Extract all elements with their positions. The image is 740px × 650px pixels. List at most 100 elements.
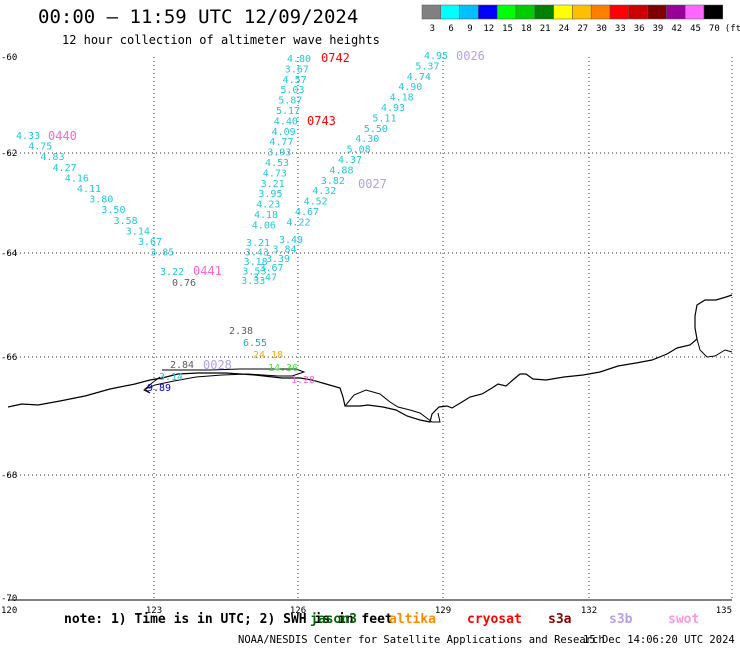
swh-value-label: 24.18 [253,350,283,361]
swh-value-label: 4.73 [263,168,287,179]
footer-timestamp: 15 Dec 14:06:20 UTC 2024 [583,634,735,646]
swh-value-label: 3.82 [321,176,345,187]
swh-value-label: 4.75 [28,142,52,153]
swh-value-label: 4.11 [77,184,101,195]
scale-label: 9 [467,24,472,34]
scale-label: 15 [502,24,513,34]
swh-value-label: 4.88 [329,165,353,176]
note-text: note: 1) Time is in UTC; 2) SWH is in fe… [64,612,393,627]
swh-value-label: 3.14 [159,372,183,383]
swh-value-label: 9.89 [147,383,171,394]
swh-value-label: 4.18 [254,210,278,221]
scale-label: 12 [483,24,494,34]
swh-value-label: 5.11 [372,113,396,124]
satellite-legend-item: cryosat [467,612,522,627]
scale-label: 39 [653,24,664,34]
lon-tick-label: 129 [435,606,451,616]
swh-value-label: 3.22 [160,267,184,278]
pass-id-label: 0026 [456,49,485,63]
ice-shelf-bay [143,368,306,394]
map-title: 00:00 – 11:59 UTC 12/09/2024 [38,6,359,28]
pass-id-label: 0440 [48,129,77,143]
pass-id-label: 0441 [193,264,222,278]
swh-value-label: 4.40 [274,116,298,127]
swh-value-label: 4.52 [304,197,328,208]
swh-value-label: 5.03 [280,85,304,96]
swh-value-label: 2.38 [229,326,253,337]
swh-value-label: 5.08 [347,145,371,156]
swh-value-label: 4.33 [16,131,40,142]
scale-label: 42 [671,24,682,34]
pass-id-label: 0743 [307,114,336,128]
swh-value-label: 3.58 [114,216,138,227]
swh-value-label: 3.50 [101,205,125,216]
swh-value-label: 5.17 [276,106,300,117]
swh-value-label: 3.95 [258,189,282,200]
scale-label: 33 [615,24,626,34]
scale-label: 6 [448,24,453,34]
swh-value-label: 1.28 [291,375,315,386]
swh-value-label: 4.74 [407,72,431,83]
swh-value-label: 4.16 [65,173,89,184]
swh-value-label: 5.37 [415,61,439,72]
swh-value-label: 3.67 [138,237,162,248]
lon-tick-label: 123 [146,606,162,616]
scale-label: 18 [521,24,532,34]
pass-id-label: 0028 [203,358,232,372]
scale-label: 21 [540,24,551,34]
swh-value-label: 4.32 [312,186,336,197]
footer-credit: NOAA/NESDIS Center for Satellite Applica… [238,634,605,646]
swh-value-label: 5.87 [278,96,302,107]
satellite-legend-item: jason3 [310,612,357,627]
lat-tick-label: -70 [1,594,17,604]
swh-value-label: 3.18 [244,257,268,268]
swh-value-label: 3.43 [245,248,269,259]
satellite-legend-item: s3a [548,612,572,627]
lat-tick-label: -64 [1,249,17,259]
swh-value-label: 14.36 [268,363,298,374]
swh-value-label: 3.93 [267,148,291,159]
satellite-legend-item: altika [389,612,436,627]
swh-value-label: 4.77 [269,137,293,148]
swh-value-label: 3.53 [242,267,266,278]
swh-value-label: 4.67 [295,207,319,218]
scale-label: 3 [430,24,435,34]
scale-label: 45 [690,24,701,34]
coastline-inlet [344,389,441,423]
swh-value-label: 4.18 [390,93,414,104]
scale-label: 70 [709,24,720,34]
swh-value-label: 4.23 [256,200,280,211]
satellite-legend-item: s3b [609,612,633,627]
satellite-legend-item: swot [668,612,700,627]
swh-value-label: 3.67 [260,263,284,274]
lat-tick-label: -62 [1,149,17,159]
swh-value-label: 5.50 [364,124,388,135]
scale-label: 36 [634,24,645,34]
swh-value-label: 4.27 [53,163,77,174]
swh-value-label: 3.33 [241,276,265,287]
map-subtitle: 12 hour collection of altimeter wave hei… [62,33,380,47]
swh-value-label: 3.21 [246,238,270,249]
swh-value-label: 3.39 [266,254,290,265]
scale-label: 30 [596,24,607,34]
swh-value-label: 3.49 [279,235,303,246]
swh-value-label: 4.30 [355,134,379,145]
swh-value-label: 4.95 [424,51,448,62]
pass-id-label: 0742 [321,51,350,65]
swh-value-label: 3.67 [285,64,309,75]
swh-value-label: 3.47 [253,273,277,284]
lat-tick-label: -60 [1,53,17,63]
coastline-east-notch [696,338,733,358]
swh-value-label: 3.14 [126,226,150,237]
swh-value-label: 3.84 [273,244,297,255]
scale-label: 27 [577,24,588,34]
swh-value-label: 2.84 [170,360,194,371]
swh-value-label: 6.55 [243,338,267,349]
swh-value-label: 0.76 [172,278,196,289]
swh-value-label: 4.80 [287,54,311,65]
swh-value-label: 4.37 [338,155,362,166]
lon-tick-label: 135 [716,606,732,616]
scale-swatch [703,4,724,20]
scale-unit: (ft) [725,24,740,34]
lat-tick-label: -66 [1,353,17,363]
